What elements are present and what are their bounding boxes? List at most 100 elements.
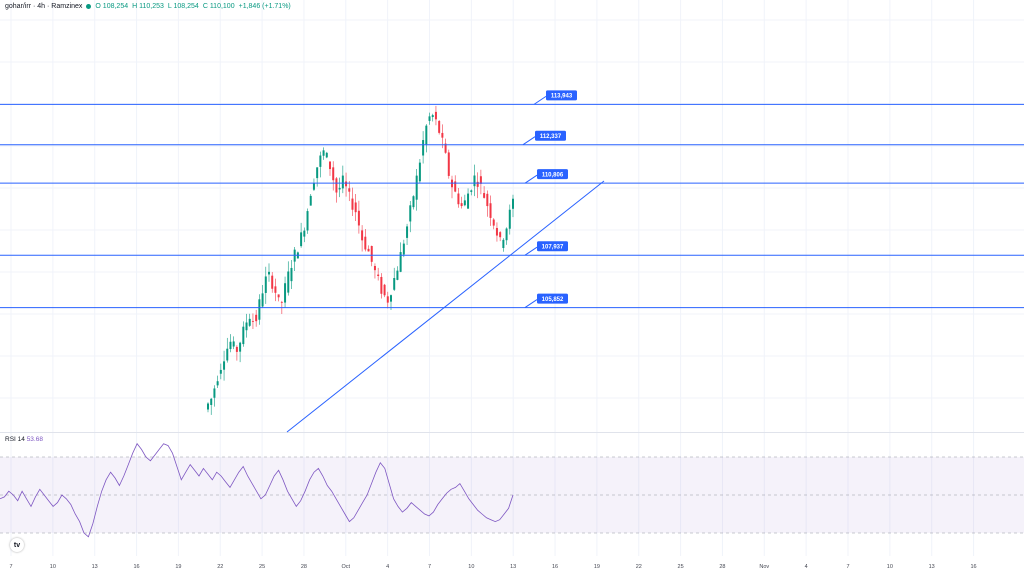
candle [428, 112, 431, 125]
candle-body [271, 275, 274, 289]
candle-body [476, 181, 479, 187]
x-tick-label: 10 [887, 564, 893, 570]
candle-body [248, 318, 251, 326]
candle [367, 245, 370, 252]
candle [373, 263, 376, 279]
candle-body [351, 198, 354, 210]
candle-body [303, 230, 306, 237]
level-label-box[interactable] [537, 241, 568, 252]
rsi-indicator-name: RSI 14 [5, 436, 25, 443]
candle-body [489, 203, 492, 218]
candle [393, 267, 396, 291]
x-tick-label: 7 [428, 564, 431, 570]
level-label-box[interactable] [537, 293, 568, 304]
candle [322, 147, 325, 160]
candle [261, 284, 264, 309]
tradingview-logo-icon[interactable]: tv [10, 538, 24, 552]
candle [255, 309, 258, 327]
candle [460, 196, 463, 209]
candle-body [251, 321, 254, 322]
candle [396, 266, 399, 281]
candle-body [277, 294, 280, 298]
candle-body [454, 181, 457, 192]
level-connector [524, 174, 538, 184]
x-tick-label: Oct [342, 564, 351, 570]
candle-body [312, 183, 315, 190]
candle [239, 341, 242, 363]
candle-body [364, 236, 367, 250]
x-tick-label: 13 [929, 564, 935, 570]
level-label: 113,943 [551, 94, 573, 100]
level-label: 107,937 [542, 244, 564, 250]
trendline[interactable] [286, 180, 605, 433]
x-tick-label: 16 [970, 564, 976, 570]
candle-body [345, 181, 348, 187]
candle-body [319, 155, 322, 167]
candle-body [258, 299, 261, 320]
candle-body [207, 403, 209, 410]
level-label: 112,337 [540, 134, 562, 140]
candle-body [415, 175, 418, 200]
candle-body [434, 111, 437, 120]
level-label-box[interactable] [537, 169, 568, 180]
level-label-box[interactable] [546, 90, 577, 101]
candle-body [425, 125, 428, 145]
candle-body [341, 175, 344, 189]
candle-body [467, 193, 470, 209]
ohlc-low: L 108,254 [167, 3, 199, 10]
candle [467, 188, 470, 209]
candle-body [370, 245, 373, 262]
candle-body [463, 200, 466, 206]
candle [242, 321, 245, 347]
candle-body [512, 198, 514, 209]
candle-body [280, 301, 283, 303]
candle-body [386, 296, 389, 303]
candle-body [284, 283, 287, 303]
candle [219, 363, 222, 380]
x-tick-label: 10 [50, 564, 56, 570]
candle-body [393, 278, 396, 290]
candle-body [332, 167, 335, 181]
candle [306, 208, 309, 234]
candle [402, 239, 405, 258]
market-status-dot [86, 4, 92, 9]
candle-body [226, 348, 229, 361]
level-label-box[interactable] [535, 130, 566, 141]
x-tick-label: 22 [636, 564, 642, 570]
candle [492, 218, 495, 230]
candle-body [348, 188, 351, 192]
candle-body [390, 295, 392, 302]
candle [226, 337, 229, 363]
candle [268, 263, 270, 282]
candle [489, 195, 492, 226]
candle-body [422, 140, 425, 156]
candle [207, 402, 209, 413]
symbol-title[interactable]: gohar/irr · 4h · Ramzinex [5, 3, 83, 10]
candle [329, 161, 331, 176]
x-tick-label: 19 [594, 564, 600, 570]
candle [357, 200, 360, 234]
candle [229, 334, 232, 353]
candle-body [373, 265, 376, 271]
candle [383, 283, 386, 298]
x-tick-label: 4 [386, 564, 389, 570]
ohlc-change: +1,846 (+1.71%) [238, 3, 291, 10]
candle-body [361, 230, 364, 241]
levels[interactable]: 113,943 112,337 110,806 107,937 105,852 [0, 90, 1024, 309]
x-tick-label: 13 [92, 564, 98, 570]
candle [325, 151, 328, 159]
candle-body [380, 276, 383, 294]
candle-body [268, 271, 270, 275]
candle [444, 138, 447, 154]
candle [300, 222, 303, 248]
candle-body [325, 152, 328, 158]
candle [412, 195, 415, 210]
candle [495, 222, 498, 242]
candle [409, 200, 412, 233]
candle [434, 105, 437, 126]
rsi-legend[interactable]: RSI 14 53.68 [5, 436, 43, 443]
candle [348, 181, 351, 202]
candle [399, 242, 402, 273]
candle [210, 397, 213, 415]
